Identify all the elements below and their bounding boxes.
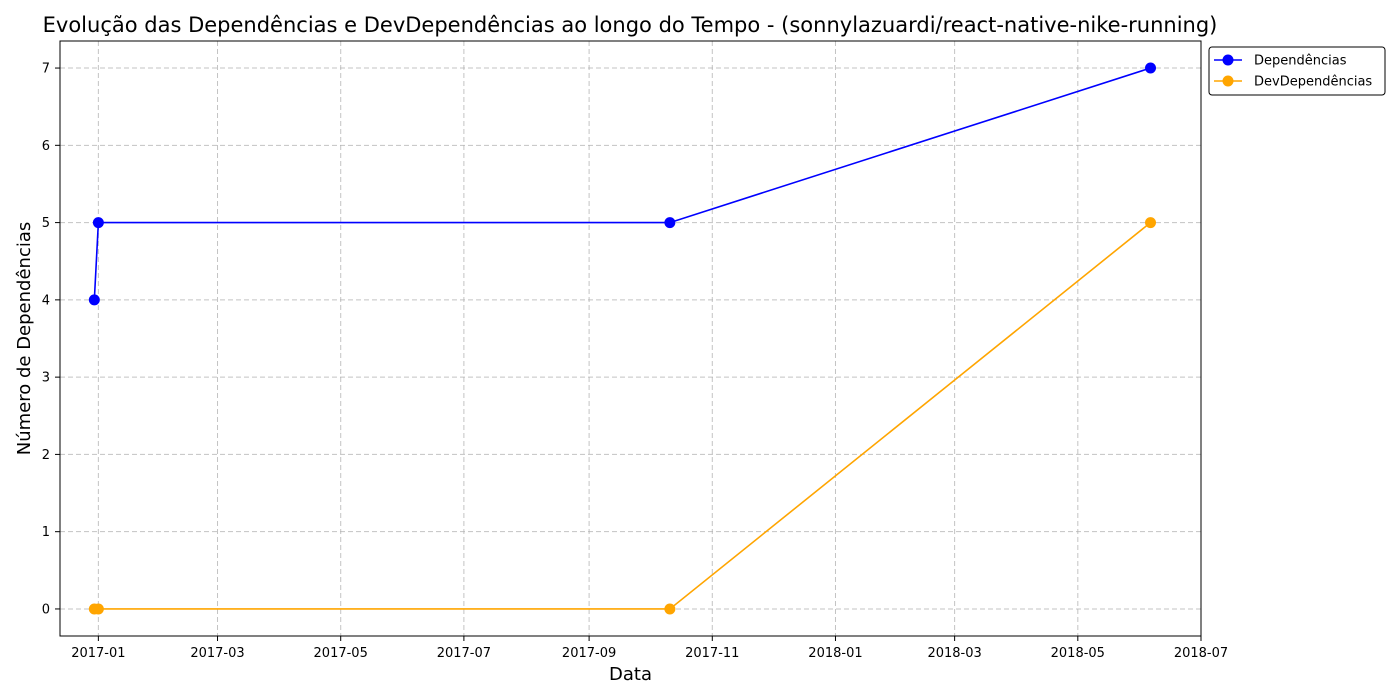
series-line xyxy=(94,221,1152,610)
legend: Dependências DevDependências xyxy=(1208,46,1386,96)
data-point xyxy=(1145,217,1157,229)
y-tick-label: 7 xyxy=(42,62,50,77)
x-tick-label: 2017-05 xyxy=(314,646,368,661)
data-point xyxy=(92,217,104,229)
series-line xyxy=(93,67,1151,300)
data-point xyxy=(1145,62,1157,74)
y-axis-label: Número de Dependências xyxy=(14,222,35,456)
y-tick-label: 3 xyxy=(42,371,50,386)
plot-frame xyxy=(59,40,1202,637)
y-tick-label: 0 xyxy=(42,602,50,617)
x-tick-label: 2017-09 xyxy=(562,646,616,661)
legend-marker xyxy=(1222,75,1234,87)
legend-label: Dependências xyxy=(1254,54,1347,69)
plot-series xyxy=(88,62,1157,615)
y-tick-label: 4 xyxy=(42,293,50,308)
grid xyxy=(60,41,1202,636)
data-point xyxy=(664,217,676,229)
x-tick-label: 2017-01 xyxy=(71,646,125,661)
y-axis: 0 1 2 3 4 5 6 7 xyxy=(42,62,60,617)
legend-box xyxy=(1208,46,1386,96)
x-tick-label: 2018-07 xyxy=(1174,646,1228,661)
legend-marker xyxy=(1222,54,1234,66)
chart-title: Evolução das Dependências e DevDependênc… xyxy=(43,13,1218,37)
y-tick-label: 6 xyxy=(42,139,50,154)
data-point xyxy=(92,603,104,615)
series-1 xyxy=(88,217,1157,615)
x-tick-label: 2017-03 xyxy=(190,646,244,661)
series-0 xyxy=(88,62,1157,306)
data-point xyxy=(88,294,100,306)
x-tick-label: 2018-01 xyxy=(808,646,862,661)
x-tick-label: 2017-11 xyxy=(685,646,739,661)
y-tick-label: 1 xyxy=(42,525,50,540)
y-tick-label: 2 xyxy=(42,448,50,463)
x-tick-label: 2018-05 xyxy=(1051,646,1105,661)
x-axis: 2017-01 2017-03 2017-05 2017-07 2017-09 2017-… xyxy=(71,636,1228,661)
x-tick-label: 2017-07 xyxy=(437,646,491,661)
y-tick-label: 5 xyxy=(42,216,50,231)
legend-label: DevDependências xyxy=(1254,75,1372,90)
data-point xyxy=(664,603,676,615)
x-tick-label: 2018-03 xyxy=(927,646,981,661)
x-axis-label: Data xyxy=(609,664,652,685)
